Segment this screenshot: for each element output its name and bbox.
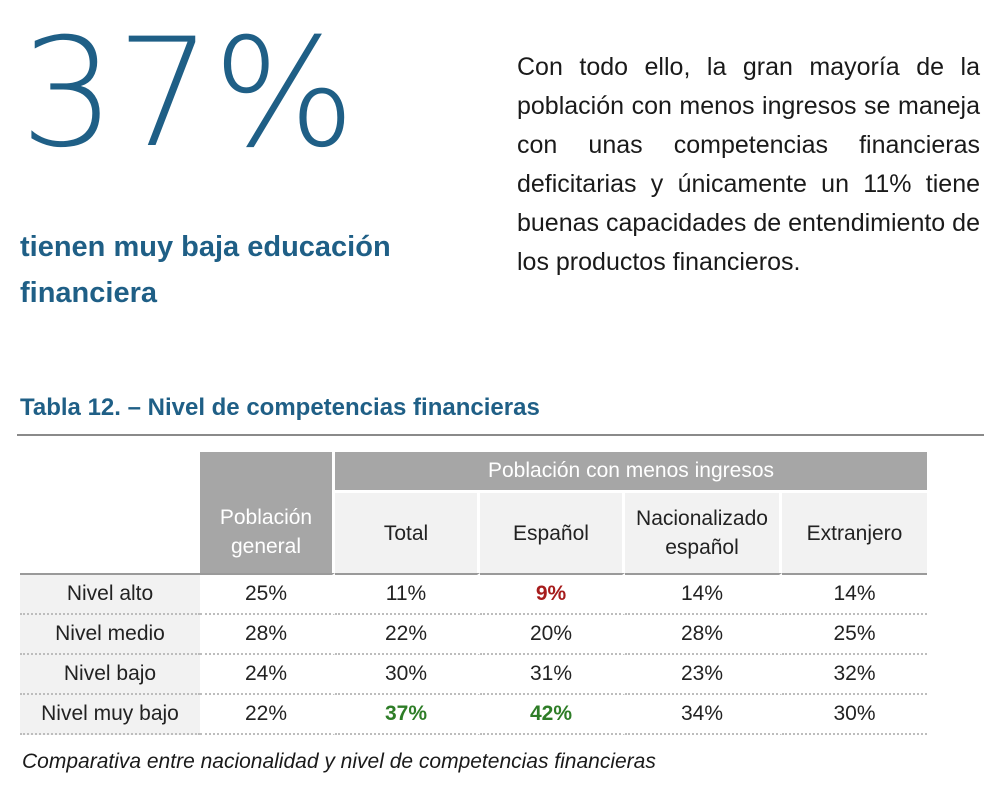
cell-total: 22% bbox=[335, 615, 480, 655]
header-nacionalizado: Nacionalizado español bbox=[625, 490, 782, 573]
intro-paragraph: Con todo ello, la gran mayoría de la pob… bbox=[517, 53, 980, 276]
cell-extranjero: 32% bbox=[782, 655, 928, 695]
cell-espanol-highlight: 9% bbox=[480, 573, 625, 615]
big-stat-value: 37% bbox=[20, 7, 357, 181]
row-label: Nivel alto bbox=[20, 573, 200, 615]
big-stat-caption: tienen muy baja educación financiera bbox=[20, 231, 391, 309]
table-row: Nivel alto 25% 11% 9% 14% 14% bbox=[20, 573, 928, 615]
cell-nacionalizado: 28% bbox=[625, 615, 782, 655]
cell-nacionalizado: 34% bbox=[625, 695, 782, 735]
table-caption: Comparativa entre nacionalidad y nivel d… bbox=[22, 750, 656, 773]
row-label: Nivel bajo bbox=[20, 655, 200, 695]
table-title: Tabla 12. – Nivel de competencias financ… bbox=[20, 394, 540, 421]
header-group-menos-ingresos: Población con menos ingresos bbox=[335, 452, 928, 490]
cell-extranjero: 14% bbox=[782, 573, 928, 615]
header-total: Total bbox=[335, 490, 480, 573]
header-nacionalizado-label: Nacionalizado español bbox=[636, 507, 768, 559]
table-row: Nivel bajo 24% 30% 31% 23% 32% bbox=[20, 655, 928, 695]
cell-total: 30% bbox=[335, 655, 480, 695]
cell-total-highlight: 37% bbox=[335, 695, 480, 735]
cell-total: 11% bbox=[335, 573, 480, 615]
table-row: Nivel medio 28% 22% 20% 28% 25% bbox=[20, 615, 928, 655]
row-label: Nivel medio bbox=[20, 615, 200, 655]
cell-espanol: 20% bbox=[480, 615, 625, 655]
cell-general: 28% bbox=[200, 615, 335, 655]
cell-nacionalizado: 23% bbox=[625, 655, 782, 695]
cell-extranjero: 30% bbox=[782, 695, 928, 735]
cell-extranjero: 25% bbox=[782, 615, 928, 655]
row-label: Nivel muy bajo bbox=[20, 695, 200, 735]
cell-espanol-highlight: 42% bbox=[480, 695, 625, 735]
header-extranjero: Extranjero bbox=[782, 490, 928, 573]
title-divider bbox=[17, 434, 984, 436]
header-poblacion-general-label: Población general bbox=[219, 505, 313, 558]
cell-nacionalizado: 14% bbox=[625, 573, 782, 615]
empty-corner bbox=[20, 452, 200, 573]
cell-general: 25% bbox=[200, 573, 335, 615]
competencias-table: Población general Población con menos in… bbox=[20, 452, 928, 735]
cell-general: 24% bbox=[200, 655, 335, 695]
cell-espanol: 31% bbox=[480, 655, 625, 695]
header-espanol: Español bbox=[480, 490, 625, 573]
cell-general: 22% bbox=[200, 695, 335, 735]
header-poblacion-general: Población general bbox=[200, 452, 335, 573]
table-row: Nivel muy bajo 22% 37% 42% 34% 30% bbox=[20, 695, 928, 735]
